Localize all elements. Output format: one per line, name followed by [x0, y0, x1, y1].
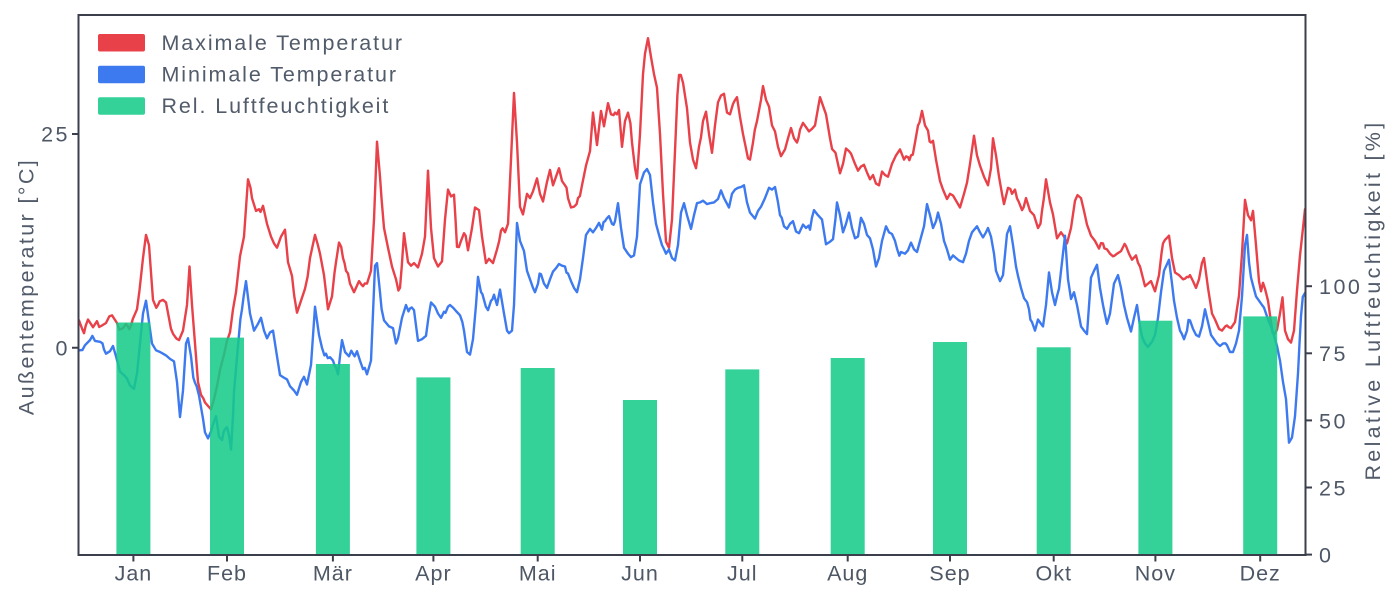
- svg-text:0: 0: [1319, 544, 1333, 568]
- svg-text:Nov: Nov: [1135, 562, 1176, 586]
- svg-text:Feb: Feb: [207, 562, 247, 586]
- svg-text:Apr: Apr: [415, 562, 451, 586]
- svg-text:Mär: Mär: [313, 562, 353, 586]
- svg-text:Jul: Jul: [727, 562, 757, 586]
- svg-text:Jun: Jun: [621, 562, 659, 586]
- svg-text:Außentemperatur [°C]: Außentemperatur [°C]: [15, 158, 39, 415]
- svg-text:Jan: Jan: [115, 562, 153, 586]
- svg-text:Rel. Luftfeuchtigkeit: Rel. Luftfeuchtigkeit: [162, 94, 391, 118]
- svg-text:50: 50: [1319, 409, 1348, 433]
- svg-text:75: 75: [1319, 342, 1348, 366]
- svg-text:Aug: Aug: [827, 562, 868, 586]
- svg-text:Okt: Okt: [1035, 562, 1071, 586]
- svg-text:Maximale Temperatur: Maximale Temperatur: [162, 31, 404, 55]
- svg-text:Minimale Temperatur: Minimale Temperatur: [162, 62, 398, 86]
- svg-text:25: 25: [41, 123, 70, 147]
- svg-text:25: 25: [1319, 476, 1348, 500]
- svg-text:100: 100: [1319, 275, 1362, 299]
- svg-text:Relative Luftfeuchtigkeit [%]: Relative Luftfeuchtigkeit [%]: [1361, 119, 1385, 480]
- svg-text:Dez: Dez: [1240, 562, 1281, 586]
- svg-text:0: 0: [56, 337, 70, 361]
- svg-text:Sep: Sep: [929, 562, 970, 586]
- svg-text:Mai: Mai: [519, 562, 557, 586]
